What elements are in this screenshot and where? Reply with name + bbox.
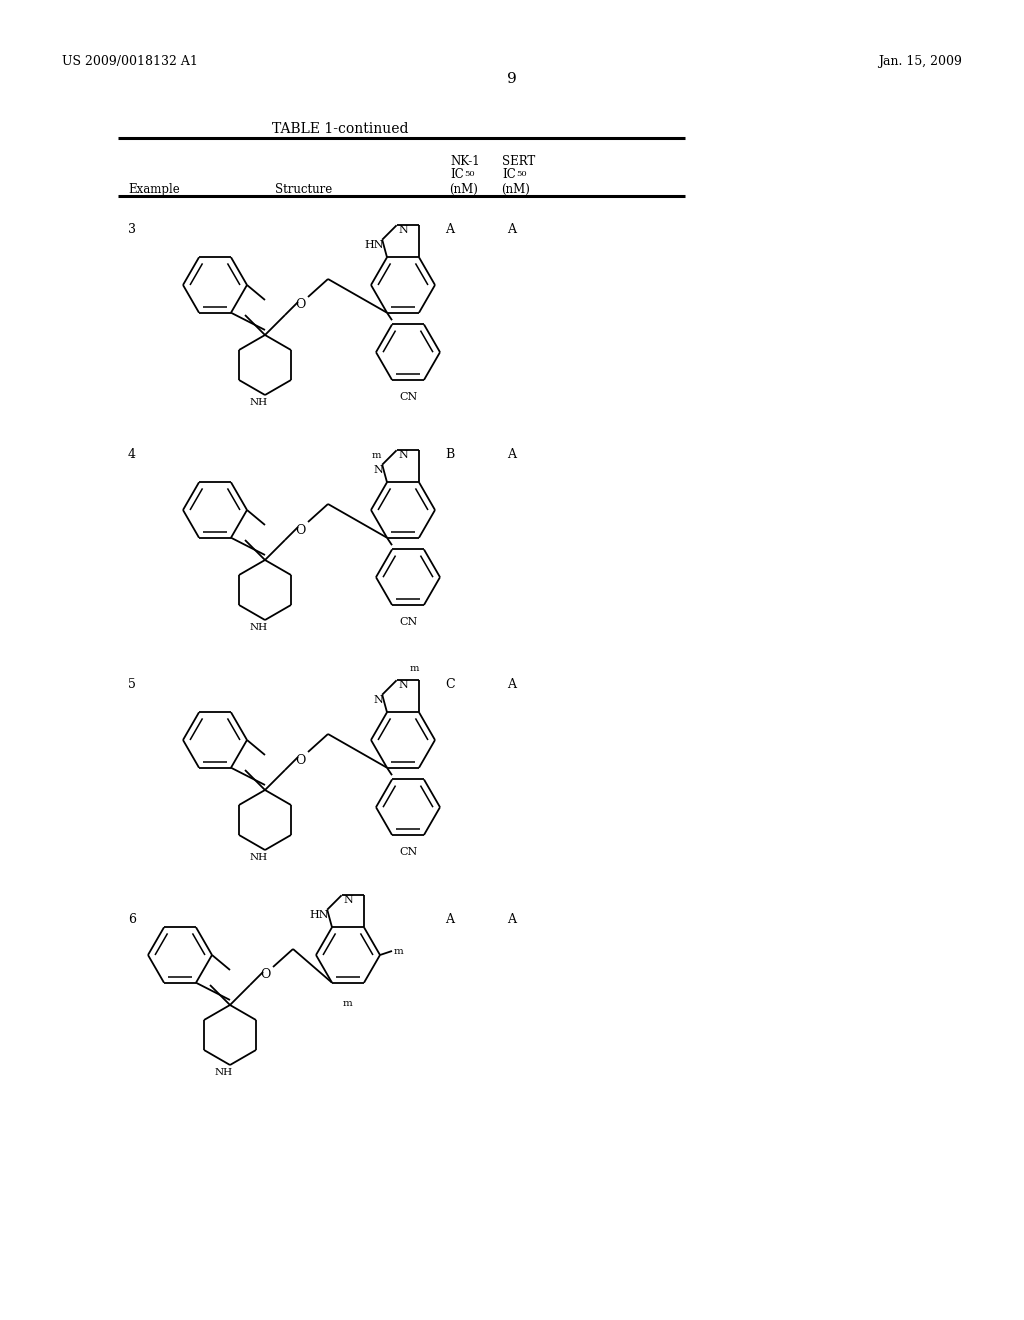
Text: IC: IC (502, 168, 516, 181)
Text: m: m (343, 999, 353, 1008)
Text: CN: CN (399, 392, 417, 403)
Text: Structure: Structure (275, 183, 332, 195)
Text: A: A (508, 913, 516, 927)
Text: TABLE 1-continued: TABLE 1-continued (271, 121, 409, 136)
Text: NH: NH (250, 399, 268, 407)
Text: Jan. 15, 2009: Jan. 15, 2009 (879, 55, 962, 69)
Text: (nM): (nM) (501, 183, 529, 195)
Text: O: O (295, 298, 305, 312)
Text: 3: 3 (128, 223, 136, 236)
Text: NH: NH (250, 623, 268, 632)
Text: 9: 9 (507, 73, 517, 86)
Text: CN: CN (399, 618, 417, 627)
Text: N: N (398, 680, 409, 690)
Text: US 2009/0018132 A1: US 2009/0018132 A1 (62, 55, 198, 69)
Text: N: N (374, 694, 383, 705)
Text: 6: 6 (128, 913, 136, 927)
Text: Example: Example (128, 183, 180, 195)
Text: 5: 5 (128, 678, 136, 690)
Text: A: A (508, 678, 516, 690)
Text: CN: CN (399, 847, 417, 857)
Text: N: N (374, 465, 383, 475)
Text: O: O (260, 969, 270, 982)
Text: A: A (445, 913, 455, 927)
Text: m: m (410, 664, 419, 673)
Text: N: N (398, 450, 409, 461)
Text: m: m (372, 450, 381, 459)
Text: A: A (445, 223, 455, 236)
Text: (nM): (nM) (449, 183, 478, 195)
Text: C: C (445, 678, 455, 690)
Text: m: m (394, 946, 403, 956)
Text: IC: IC (450, 168, 464, 181)
Text: NH: NH (215, 1068, 233, 1077)
Text: HN: HN (309, 909, 329, 920)
Text: NK-1: NK-1 (450, 154, 479, 168)
Text: O: O (295, 524, 305, 536)
Text: SERT: SERT (502, 154, 536, 168)
Text: A: A (508, 223, 516, 236)
Text: 50: 50 (464, 170, 475, 178)
Text: N: N (344, 895, 353, 906)
Text: NH: NH (250, 853, 268, 862)
Text: N: N (398, 226, 409, 235)
Text: B: B (445, 447, 455, 461)
Text: 4: 4 (128, 447, 136, 461)
Text: HN: HN (365, 240, 384, 249)
Text: A: A (508, 447, 516, 461)
Text: O: O (295, 754, 305, 767)
Text: 50: 50 (516, 170, 526, 178)
